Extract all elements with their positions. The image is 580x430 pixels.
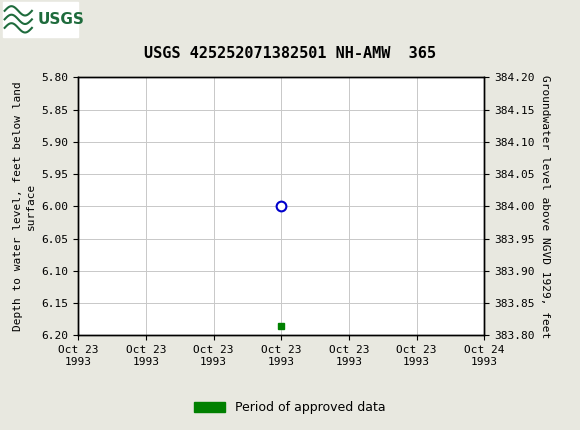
Text: USGS: USGS [38, 12, 85, 27]
Legend: Period of approved data: Period of approved data [189, 396, 391, 419]
FancyBboxPatch shape [3, 2, 78, 37]
Y-axis label: Groundwater level above NGVD 1929, feet: Groundwater level above NGVD 1929, feet [540, 75, 550, 338]
Y-axis label: Depth to water level, feet below land
surface: Depth to water level, feet below land su… [13, 82, 36, 331]
Text: USGS 425252071382501 NH-AMW  365: USGS 425252071382501 NH-AMW 365 [144, 46, 436, 61]
